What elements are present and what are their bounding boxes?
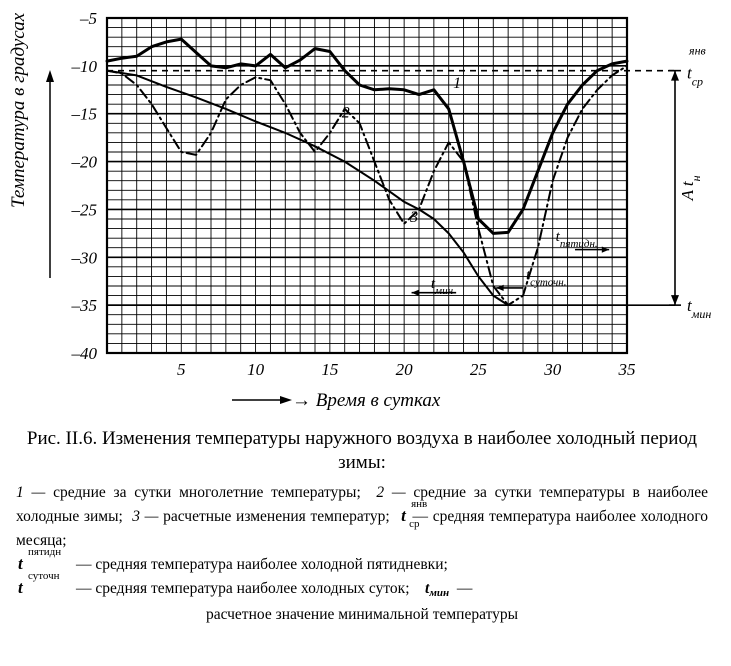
temperature-chart: –5 –10 –15 –20 –25 –30 –35 –40 5 10 15 20 25 30 35 1 2 3 t… — [12, 8, 718, 413]
legend-text-tmin: расчетное значение минимальной температу… — [206, 606, 518, 623]
svg-text:2: 2 — [342, 105, 350, 122]
legend-row-tsut: t суточн — средняя температура наиболее … — [16, 577, 708, 603]
svg-text:янв: янв — [688, 44, 706, 58]
svg-text:–15: –15 — [71, 105, 98, 124]
svg-text:20: 20 — [396, 360, 414, 379]
svg-text:tср: tср — [687, 64, 703, 89]
legend-num-2: 2 — — [376, 484, 405, 501]
svg-text:A tн: A tн — [678, 175, 703, 201]
chart-svg: –5 –10 –15 –20 –25 –30 –35 –40 5 10 15 20 25 30 35 1 2 3 t… — [12, 8, 718, 413]
svg-text:10: 10 — [247, 360, 265, 379]
svg-text:35: 35 — [618, 360, 636, 379]
legend-row-tpyat: t пятидн — средняя температура наиболее … — [16, 553, 708, 577]
svg-text:tпятидн.: tпятидн. — [556, 229, 598, 250]
legend-row-tmin: расчетное значение минимальной температу… — [16, 603, 708, 627]
svg-text:tмин: tмин — [431, 276, 454, 297]
svg-text:–30: –30 — [71, 248, 98, 267]
svg-text:tмин: tмин — [687, 296, 711, 321]
caption-title: Рис. II.6. Изменения температуры наружно… — [20, 427, 704, 475]
figure-caption: Рис. II.6. Изменения температуры наружно… — [12, 427, 712, 627]
legend-text-1: средние за сутки многолетние температуры… — [53, 484, 361, 501]
legend-text-tsut: средняя температура наиболее холодных су… — [95, 580, 409, 597]
legend-num-1: 1 — — [16, 484, 45, 501]
svg-text:25: 25 — [470, 360, 487, 379]
svg-text:1: 1 — [453, 75, 461, 92]
svg-text:–20: –20 — [71, 153, 98, 172]
legend-text-3: расчетные изменения температур; — [163, 508, 390, 525]
legend-num-3: 3 — — [132, 508, 158, 525]
x-axis-label-text: Время в сутках — [316, 390, 441, 411]
sym-tmin: tмин — [425, 580, 453, 597]
svg-text:5: 5 — [177, 360, 186, 379]
svg-text:tсуточн.: tсуточн. — [526, 267, 566, 288]
y-axis-label: Температура в градусах — [8, 13, 30, 208]
svg-text:–5: –5 — [79, 9, 97, 28]
sym-tsr: t янв ср — [401, 507, 406, 525]
legend-text-tpyat: средняя температура наиболее холодной пя… — [95, 556, 447, 573]
sym-tsut: t суточн — [18, 579, 74, 597]
svg-text:15: 15 — [321, 360, 338, 379]
svg-text:–25: –25 — [71, 200, 98, 219]
svg-text:3: 3 — [409, 209, 418, 226]
x-axis-label: → Время в сутках — [292, 390, 440, 412]
legend-block: 1 — средние за сутки многолетние темпера… — [16, 481, 708, 627]
svg-text:–40: –40 — [71, 344, 98, 363]
svg-text:–10: –10 — [71, 57, 98, 76]
svg-text:–35: –35 — [71, 296, 98, 315]
svg-text:30: 30 — [543, 360, 562, 379]
page: –5 –10 –15 –20 –25 –30 –35 –40 5 10 15 20 25 30 35 1 2 3 t… — [0, 0, 731, 666]
